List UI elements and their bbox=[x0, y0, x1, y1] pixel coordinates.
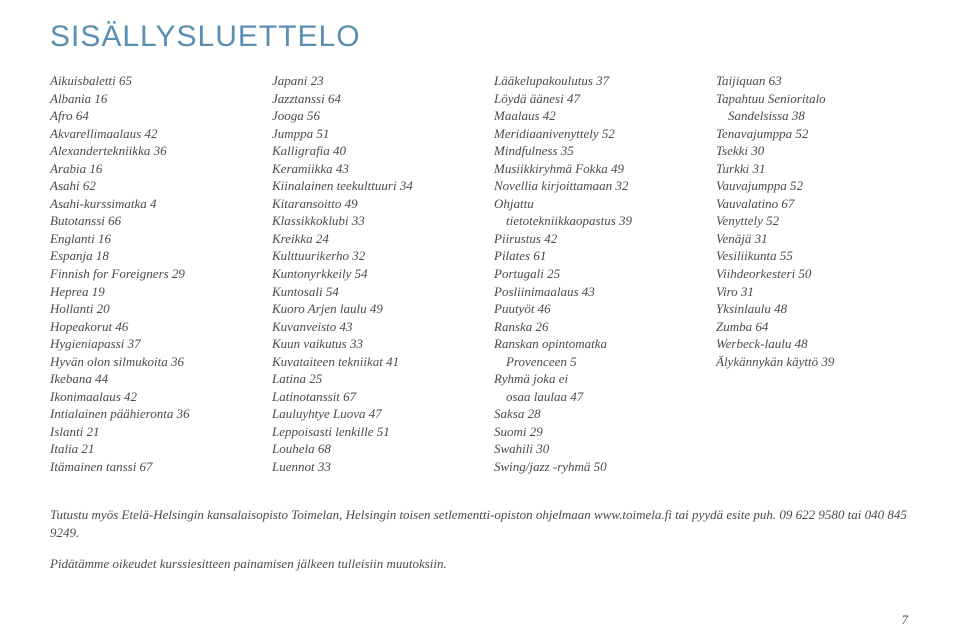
toc-entry: Hopeakorut 46 bbox=[50, 318, 244, 336]
toc-entry: Kuun vaikutus 33 bbox=[272, 335, 466, 353]
toc-entry: Vauvajumppa 52 bbox=[716, 177, 910, 195]
toc-entry: Hygieniapassi 37 bbox=[50, 335, 244, 353]
toc-entry: Klassikkoklubi 33 bbox=[272, 212, 466, 230]
page-number: 7 bbox=[902, 612, 909, 628]
toc-entry: Ranskan opintomatka bbox=[494, 335, 688, 353]
toc-entry: Sandelsissa 38 bbox=[716, 107, 910, 125]
toc-entry: Vesiliikunta 55 bbox=[716, 247, 910, 265]
toc-entry: Ikebana 44 bbox=[50, 370, 244, 388]
toc-entry: Löydä äänesi 47 bbox=[494, 90, 688, 108]
toc-entry: Swahili 30 bbox=[494, 440, 688, 458]
footer-text: Tutustu myös Etelä-Helsingin kansalaisop… bbox=[50, 506, 910, 574]
toc-entry: Tsekki 30 bbox=[716, 142, 910, 160]
toc-entry: Latinotanssit 67 bbox=[272, 388, 466, 406]
toc-entry: Pilates 61 bbox=[494, 247, 688, 265]
toc-entry: Akvarellimaalaus 42 bbox=[50, 125, 244, 143]
toc-entry: Italia 21 bbox=[50, 440, 244, 458]
toc-entry: Tenavajumppa 52 bbox=[716, 125, 910, 143]
toc-entry: Finnish for Foreigners 29 bbox=[50, 265, 244, 283]
toc-entry: Ryhmä joka ei bbox=[494, 370, 688, 388]
toc-entry: Kuoro Arjen laulu 49 bbox=[272, 300, 466, 318]
toc-entry: Hyvän olon silmukoita 36 bbox=[50, 353, 244, 371]
toc-entry: Jumppa 51 bbox=[272, 125, 466, 143]
toc-entry: Kuntonyrkkeily 54 bbox=[272, 265, 466, 283]
toc-col-2: Japani 23Jazztanssi 64Jooga 56Jumppa 51K… bbox=[272, 72, 466, 476]
toc-col-3: Lääkelupakoulutus 37Löydä äänesi 47Maala… bbox=[494, 72, 688, 476]
toc-entry: Kuvanveisto 43 bbox=[272, 318, 466, 336]
toc-entry: Lauluyhtye Luova 47 bbox=[272, 405, 466, 423]
toc-entry: Taijiquan 63 bbox=[716, 72, 910, 90]
toc-entry: tietotekniikkaopastus 39 bbox=[494, 212, 688, 230]
toc-entry: Japani 23 bbox=[272, 72, 466, 90]
toc-entry: Swing/jazz -ryhmä 50 bbox=[494, 458, 688, 476]
toc-entry: Kulttuurikerho 32 bbox=[272, 247, 466, 265]
toc-col-4: Taijiquan 63Tapahtuu SenioritaloSandelsi… bbox=[716, 72, 910, 476]
toc-entry: Butotanssi 66 bbox=[50, 212, 244, 230]
toc-entry: Ranska 26 bbox=[494, 318, 688, 336]
toc-entry: Werbeck-laulu 48 bbox=[716, 335, 910, 353]
toc-entry: Venäjä 31 bbox=[716, 230, 910, 248]
toc-entry: Portugali 25 bbox=[494, 265, 688, 283]
toc-entry: Luennot 33 bbox=[272, 458, 466, 476]
toc-entry: Alexandertekniikka 36 bbox=[50, 142, 244, 160]
toc-entry: Viihdeorkesteri 50 bbox=[716, 265, 910, 283]
toc-entry: Arabia 16 bbox=[50, 160, 244, 178]
toc-entry: Zumba 64 bbox=[716, 318, 910, 336]
toc-entry: Kuvataiteen tekniikat 41 bbox=[272, 353, 466, 371]
toc-entry: Viro 31 bbox=[716, 283, 910, 301]
page-title: SISÄLLYSLUETTELO bbox=[50, 20, 910, 54]
toc-entry: Asahi 62 bbox=[50, 177, 244, 195]
toc-entry: Turkki 31 bbox=[716, 160, 910, 178]
toc-entry: Saksa 28 bbox=[494, 405, 688, 423]
toc-entry: Latina 25 bbox=[272, 370, 466, 388]
toc-entry: Kalligrafia 40 bbox=[272, 142, 466, 160]
toc-entry: Aikuisbaletti 65 bbox=[50, 72, 244, 90]
toc-entry: Leppoisasti lenkille 51 bbox=[272, 423, 466, 441]
toc-entry: Vauvalatino 67 bbox=[716, 195, 910, 213]
toc-entry: Yksinlaulu 48 bbox=[716, 300, 910, 318]
footer-line-1: Tutustu myös Etelä-Helsingin kansalaisop… bbox=[50, 506, 910, 542]
toc-entry: Novellia kirjoittamaan 32 bbox=[494, 177, 688, 195]
toc-entry: Espanja 18 bbox=[50, 247, 244, 265]
toc-entry: Venyttely 52 bbox=[716, 212, 910, 230]
toc-entry: Ikonimaalaus 42 bbox=[50, 388, 244, 406]
toc-entry: Provenceen 5 bbox=[494, 353, 688, 371]
toc-entry: Piirustus 42 bbox=[494, 230, 688, 248]
toc-entry: Maalaus 42 bbox=[494, 107, 688, 125]
toc-entry: Louhela 68 bbox=[272, 440, 466, 458]
toc-entry: Asahi-kurssimatka 4 bbox=[50, 195, 244, 213]
toc-entry: Kitaransoitto 49 bbox=[272, 195, 466, 213]
toc-entry: Afro 64 bbox=[50, 107, 244, 125]
toc-entry: Islanti 21 bbox=[50, 423, 244, 441]
toc-entry: Itämainen tanssi 67 bbox=[50, 458, 244, 476]
toc-entry: Heprea 19 bbox=[50, 283, 244, 301]
toc-entry: Kuntosali 54 bbox=[272, 283, 466, 301]
toc-entry: Jooga 56 bbox=[272, 107, 466, 125]
toc-entry: Englanti 16 bbox=[50, 230, 244, 248]
toc-entry: Lääkelupakoulutus 37 bbox=[494, 72, 688, 90]
toc-entry: Ohjattu bbox=[494, 195, 688, 213]
toc-entry: Tapahtuu Senioritalo bbox=[716, 90, 910, 108]
toc-entry: Intialainen päähieronta 36 bbox=[50, 405, 244, 423]
footer-line-2: Pidätämme oikeudet kurssiesitteen painam… bbox=[50, 555, 910, 573]
toc-columns: Aikuisbaletti 65Albania 16Afro 64Akvarel… bbox=[50, 72, 910, 476]
toc-entry: Puutyöt 46 bbox=[494, 300, 688, 318]
toc-entry: Jazztanssi 64 bbox=[272, 90, 466, 108]
toc-entry: Meridiaanivenyttely 52 bbox=[494, 125, 688, 143]
toc-entry: Mindfulness 35 bbox=[494, 142, 688, 160]
toc-col-1: Aikuisbaletti 65Albania 16Afro 64Akvarel… bbox=[50, 72, 244, 476]
toc-entry: osaa laulaa 47 bbox=[494, 388, 688, 406]
toc-entry: Musiikkiryhmä Fokka 49 bbox=[494, 160, 688, 178]
toc-entry: Posliinimaalaus 43 bbox=[494, 283, 688, 301]
toc-entry: Suomi 29 bbox=[494, 423, 688, 441]
toc-entry: Kreikka 24 bbox=[272, 230, 466, 248]
toc-entry: Älykännykän käyttö 39 bbox=[716, 353, 910, 371]
toc-entry: Albania 16 bbox=[50, 90, 244, 108]
toc-entry: Kiinalainen teekulttuuri 34 bbox=[272, 177, 466, 195]
toc-entry: Hollanti 20 bbox=[50, 300, 244, 318]
toc-entry: Keramiikka 43 bbox=[272, 160, 466, 178]
